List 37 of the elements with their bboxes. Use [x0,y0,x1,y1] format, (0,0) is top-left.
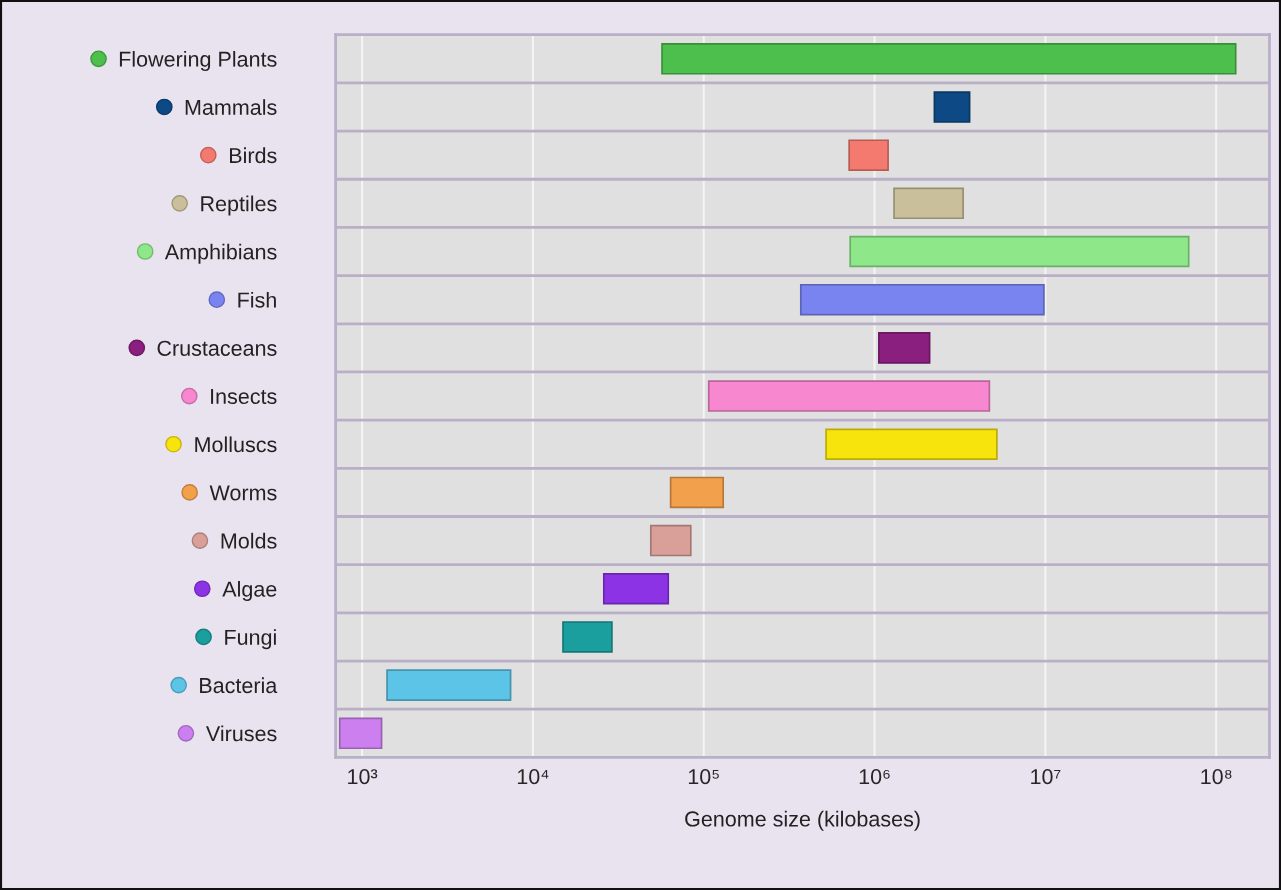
bar [799,283,1045,316]
y-tick-label: Worms [209,485,277,501]
y-tick-label: Birds [230,147,277,164]
y-tick-label: Algae [222,580,277,602]
y-tick-label: Fish [238,291,276,308]
x-tick-label: 10⁵ [688,769,719,785]
y-tick-label: Molds [221,532,277,549]
y-tick-label: Viruses [205,725,277,742]
bar [661,43,1237,75]
bar [649,524,692,557]
y-tick-label: Mammals [185,99,277,115]
y-tick-label: Flowering Plants [119,51,277,72]
bar [386,669,512,701]
bar [933,91,971,123]
x-tick-label: 10⁶ [859,769,890,785]
bar [825,428,998,460]
y-tick-label: Insects [211,389,277,405]
x-tick-label: 10⁸ [1201,769,1232,785]
bar [602,572,670,605]
y-tick-label: Amphibians [164,243,277,264]
x-tick-label: 10³ [348,769,378,785]
x-tick-label: 10⁷ [1031,769,1061,785]
bar [669,476,725,509]
y-tick-label: Crustaceans [157,340,277,356]
bar [849,235,1190,268]
y-tick-label: Molluscs [195,436,277,453]
bar [562,621,613,653]
y-tick-label: Bacteria [200,677,278,694]
bar [338,717,383,750]
bar [893,187,964,220]
bar [878,332,931,364]
x-axis-title: Genome size (kilobases) [685,810,920,831]
y-tick-label: Reptiles [201,195,277,216]
bar [707,380,991,412]
x-tick-label: 10⁴ [517,769,549,785]
bar [848,139,889,171]
y-tick-label: Fungi [225,629,276,650]
